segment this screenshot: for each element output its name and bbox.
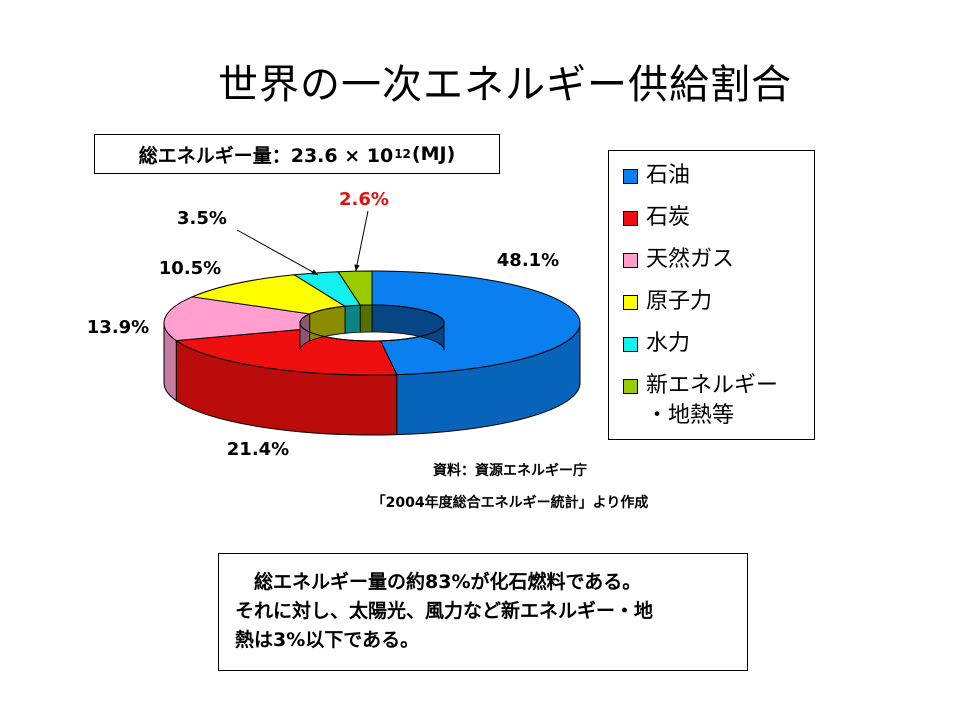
leader-arrow — [311, 269, 319, 275]
legend-item: 新エネルギー ・地熱等 — [623, 371, 814, 428]
note-line: 総エネルギー量の約83%が化石燃料である。 — [235, 571, 642, 593]
pie-data-label: 21.4% — [227, 439, 289, 460]
leader-line — [236, 229, 319, 276]
summary-note-box: 総エネルギー量の約83%が化石燃料である。 それに対し、太陽光、風力など新エネル… — [218, 553, 748, 671]
legend-swatch — [623, 337, 638, 352]
legend-label: 水力 — [646, 331, 691, 356]
chart-title: 世界の一次エネルギー供給割合 — [218, 62, 792, 108]
pie-data-label: 3.5% — [177, 208, 227, 229]
chart-legend: 石油 石炭 天然ガス 原子力 水力 新エネルギー ・地熱等 — [608, 150, 815, 440]
legend-item: 石油 — [623, 161, 814, 203]
legend-label: 原子力 — [646, 289, 713, 314]
total-energy-prefix: 総エネルギー量：23.6 × 10 — [138, 144, 394, 167]
pie-group — [163, 270, 581, 436]
legend-swatch — [623, 253, 638, 268]
pie-inner-wall-4 — [344, 304, 361, 334]
pie-hole-outline — [299, 304, 445, 342]
total-energy-suffix: (MJ) — [411, 143, 456, 165]
legend-swatch — [623, 169, 638, 184]
pie-data-label: 48.1% — [497, 250, 559, 271]
legend-label: 新エネルギー ・地熱等 — [646, 373, 779, 428]
source-line-1: 資料：資源エネルギー庁 — [433, 463, 587, 479]
source-line-2: 「2004年度総合エネルギー統計」より作成 — [371, 495, 649, 511]
legend-label: 石炭 — [646, 205, 691, 230]
legend-swatch — [623, 379, 638, 394]
total-energy-box: 総エネルギー量：23.6 × 10 12 (MJ) — [94, 134, 500, 174]
leader-line — [355, 210, 369, 272]
pie-data-label: 13.9% — [87, 317, 149, 338]
legend-item: 石炭 — [623, 203, 814, 245]
legend-item: 水力 — [623, 329, 814, 371]
legend-swatch — [623, 295, 638, 310]
legend-item: 原子力 — [623, 287, 814, 329]
note-line: それに対し、太陽光、風力など新エネルギー・地 — [235, 600, 654, 622]
legend-item: 天然ガス — [623, 245, 814, 287]
pie-data-label: 2.6% — [339, 189, 389, 210]
total-energy-exponent: 12 — [394, 147, 411, 161]
pie-data-label: 10.5% — [159, 258, 221, 279]
note-line: 熱は3%以下である。 — [235, 629, 420, 651]
leader-arrow — [354, 264, 360, 272]
legend-label: 石油 — [646, 163, 691, 188]
legend-label: 天然ガス — [646, 247, 735, 272]
legend-swatch — [623, 211, 638, 226]
pie-inner-wall-5 — [359, 304, 373, 333]
